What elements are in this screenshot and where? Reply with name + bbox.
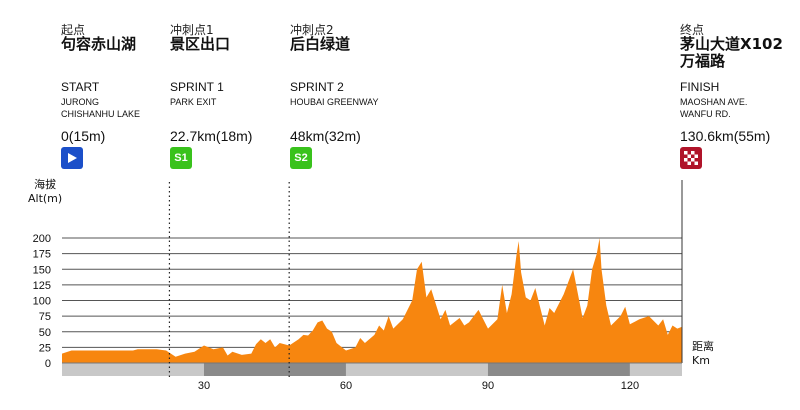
start-en-name: JURONG CHISHANHU LAKE [61, 97, 141, 119]
start-en-label: START [61, 80, 100, 94]
y-tick-label-100: 100 [33, 296, 51, 308]
x-axis-title-cn: 距离 [692, 340, 714, 353]
sprint2-cn-label: 冲刺点2 [290, 23, 334, 37]
finish-cn-name: 茅山大道X102 万福路 [680, 35, 783, 70]
sprint1-distance: 22.7km(18m) [170, 128, 253, 144]
distance-bar-segment-1 [203, 363, 346, 376]
sprint2-en-label: SPRINT 2 [290, 80, 344, 94]
x-tick-label-30: 30 [198, 380, 210, 392]
distance-bar-segment-4 [629, 363, 682, 376]
finish-en-label: FINISH [680, 80, 720, 94]
sprint1-badge-icon: S1 [170, 147, 192, 169]
finish-checkered-flag-icon [680, 147, 702, 169]
start-cn-label: 起点 [61, 23, 86, 37]
sprint2-en-name: HOUBAI GREENWAY [290, 97, 379, 107]
x-axis-title: 距离 Km [692, 340, 714, 368]
sprint2-badge-icon: S2 [290, 147, 312, 169]
sprint1-en-label: SPRINT 1 [170, 80, 224, 94]
sprint1-cn-label: 冲刺点1 [170, 23, 214, 37]
y-axis-title-en: Alt(m) [28, 192, 63, 205]
y-axis-title-cn: 海拔 [34, 178, 57, 191]
finish-cn-label: 终点 [680, 23, 705, 37]
elevation-area [62, 238, 682, 363]
y-tick-label-0: 0 [45, 358, 51, 370]
y-tick-label-75: 75 [39, 311, 51, 323]
sprint1-cn-name: 景区出口 [170, 35, 231, 53]
sprint2-badge-label: S2 [294, 152, 308, 164]
y-tick-label-200: 200 [33, 233, 51, 245]
start-cn-name: 句容赤山湖 [61, 35, 137, 53]
sprint1-badge-label: S1 [174, 152, 188, 164]
x-tick-label-60: 60 [340, 380, 352, 392]
distance-bar-segment-3 [487, 363, 630, 376]
y-tick-label-150: 150 [33, 264, 51, 276]
y-axis-title: 海拔 Alt(m) [28, 178, 62, 206]
start-play-icon [61, 147, 83, 169]
sprint1-en-name: PARK EXIT [170, 97, 217, 107]
x-tick-label-120: 120 [621, 380, 639, 392]
finish-distance: 130.6km(55m) [680, 128, 771, 144]
y-tick-label-25: 25 [39, 342, 51, 354]
x-tick-label-90: 90 [482, 380, 494, 392]
distance-bar-segment-0 [62, 363, 204, 376]
x-axis-title-en: Km [692, 354, 710, 367]
y-tick-label-50: 50 [39, 327, 51, 339]
distance-bar-segment-2 [345, 363, 488, 376]
y-tick-label-125: 125 [33, 280, 51, 292]
sprint2-distance: 48km(32m) [290, 128, 361, 144]
finish-en-name: MAOSHAN AVE. WANFU RD. [680, 97, 748, 119]
sprint2-cn-name: 后白绿道 [290, 35, 351, 53]
start-distance: 0(15m) [61, 128, 106, 144]
y-tick-label-175: 175 [33, 249, 51, 261]
